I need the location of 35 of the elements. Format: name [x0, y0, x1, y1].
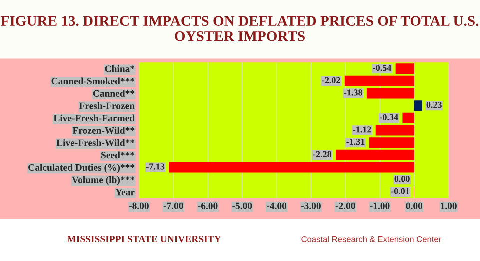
data-label: 0.00	[394, 176, 410, 182]
data-label: -0.01	[391, 188, 410, 194]
x-tick-label: -2.00	[336, 202, 356, 210]
y-tick-label: Seed***	[102, 152, 135, 159]
x-tick-label: -6.00	[198, 202, 218, 210]
text: MISSISSIPPI STATE UNIVERSITY	[67, 236, 222, 243]
y-tick-label: Live-Fresh-Wild**	[56, 139, 135, 146]
data-label: -0.34	[380, 114, 398, 120]
data-label: -2.28	[313, 151, 332, 158]
x-tick-label: 1.00	[441, 202, 457, 210]
y-tick-label: Frozen-Wild**	[72, 127, 135, 134]
data-label: -1.12	[353, 126, 372, 133]
x-tick-label: -1.00	[370, 202, 390, 210]
y-tick-label: Fresh-Frozen	[79, 102, 135, 110]
y-tick-label: Canned-Smoked***	[52, 78, 135, 85]
x-tick-label: -3.00	[301, 202, 321, 210]
x-tick-label: -7.00	[164, 202, 184, 210]
x-tick-label: -5.00	[232, 202, 252, 210]
x-tick-label: -8.00	[129, 202, 149, 210]
x-tick-label: 0.00	[406, 202, 423, 210]
y-tick-label: Live-Fresh-Farmed	[54, 114, 135, 122]
y-tick-label: Volume (lb)***	[72, 176, 135, 186]
y-tick-label: Canned**	[93, 90, 135, 97]
data-label: -2.02	[322, 77, 340, 84]
y-tick-label: Calculated Duties (%)***	[28, 164, 135, 173]
y-tick-label: China*	[105, 65, 135, 72]
data-label: 0.23	[426, 102, 442, 108]
data-label: -7.13	[146, 164, 165, 170]
text: Coastal Research & Extension Center	[302, 236, 442, 242]
data-label: -1.38	[344, 90, 362, 96]
x-tick-label: -4.00	[267, 202, 287, 210]
data-label: -1.31	[346, 139, 365, 146]
y-tick-label: Year	[116, 189, 135, 196]
chart-title: FIGURE 13. DIRECT IMPACTS ON DEFLATED PRICES OF TOTAL U.S. OYSTER IMPORTS	[1, 16, 479, 42]
data-label: -0.54	[373, 64, 392, 72]
